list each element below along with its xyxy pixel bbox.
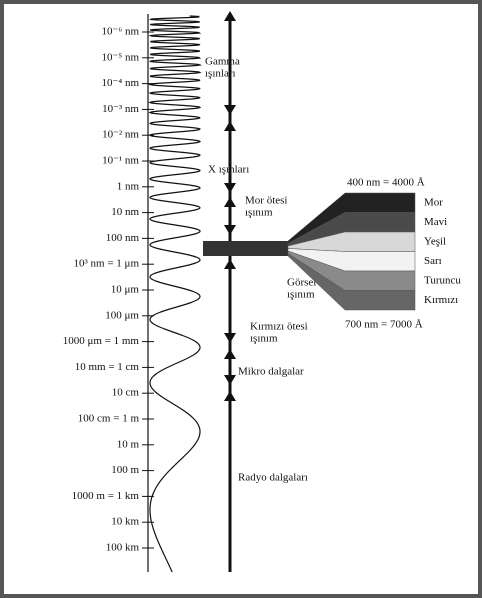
band-label: Radyo dalgaları bbox=[238, 472, 308, 484]
scale-label: 10 m bbox=[117, 438, 140, 450]
arrow-head bbox=[224, 183, 236, 193]
scale-label: 10⁻¹ nm bbox=[102, 155, 139, 167]
band-label: ışınım bbox=[245, 207, 273, 219]
band-label: Kırmızı ötesi bbox=[250, 321, 308, 333]
scale-label: 10⁻⁴ nm bbox=[102, 77, 140, 89]
arrow-head bbox=[224, 121, 236, 131]
scale-label: 10³ nm = 1 μm bbox=[73, 258, 139, 270]
band-label: ışınım bbox=[250, 333, 278, 345]
scale-label: 10⁻² nm bbox=[102, 129, 139, 141]
arrow-head bbox=[224, 349, 236, 359]
arrow-head bbox=[224, 197, 236, 207]
arrow-head bbox=[224, 105, 236, 115]
scale-label: 100 nm bbox=[106, 232, 140, 244]
scale-label: 10⁻⁵ nm bbox=[102, 51, 140, 63]
color-label: Sarı bbox=[424, 255, 442, 267]
visible-bar bbox=[203, 241, 288, 256]
band-label: X ışınları bbox=[208, 164, 249, 176]
scale-label: 100 km bbox=[106, 542, 140, 554]
color-label: Yeşil bbox=[424, 235, 446, 247]
scale-label: 10 km bbox=[111, 516, 139, 528]
scale-label: 10 mm = 1 cm bbox=[75, 361, 140, 373]
scale-label: 100 μm bbox=[105, 309, 139, 321]
visible-stripe bbox=[287, 253, 416, 311]
arrow-head bbox=[224, 259, 236, 269]
band-label: Mor ötesi bbox=[245, 195, 287, 207]
color-label: Mor bbox=[424, 196, 443, 208]
arrow-head bbox=[224, 11, 236, 21]
scale-label: 100 cm = 1 m bbox=[78, 413, 140, 425]
band-label: Mikro dalgalar bbox=[238, 366, 304, 378]
color-label: Kırmızı bbox=[424, 294, 458, 306]
band-label: Gamma bbox=[205, 56, 240, 68]
scale-label: 10 μm bbox=[111, 284, 140, 296]
arrow-head bbox=[224, 391, 236, 401]
color-label: Mavi bbox=[424, 216, 447, 228]
band-label: Görsel bbox=[287, 277, 316, 289]
wave bbox=[148, 15, 203, 573]
arrow-head bbox=[224, 333, 236, 343]
band-label: ışınları bbox=[205, 68, 236, 80]
color-label: Turuncu bbox=[424, 274, 461, 286]
scale-label: 10⁻⁶ nm bbox=[102, 26, 140, 38]
scale-label: 1000 μm = 1 mm bbox=[63, 335, 140, 347]
scale-label: 10⁻³ nm bbox=[102, 103, 139, 115]
scale-label: 100 m bbox=[111, 464, 139, 476]
arrow-head bbox=[224, 225, 236, 235]
arrow-head bbox=[224, 375, 236, 385]
band-label: ışınım bbox=[287, 289, 315, 301]
visible-bottom-label: 700 nm = 7000 Å bbox=[345, 319, 423, 331]
visible-top-label: 400 nm = 4000 Å bbox=[347, 177, 425, 189]
scale-label: 1 nm bbox=[117, 180, 140, 192]
scale-label: 10 nm bbox=[111, 206, 139, 218]
scale-label: 1000 m = 1 km bbox=[72, 490, 140, 502]
scale-label: 10 cm bbox=[112, 387, 140, 399]
